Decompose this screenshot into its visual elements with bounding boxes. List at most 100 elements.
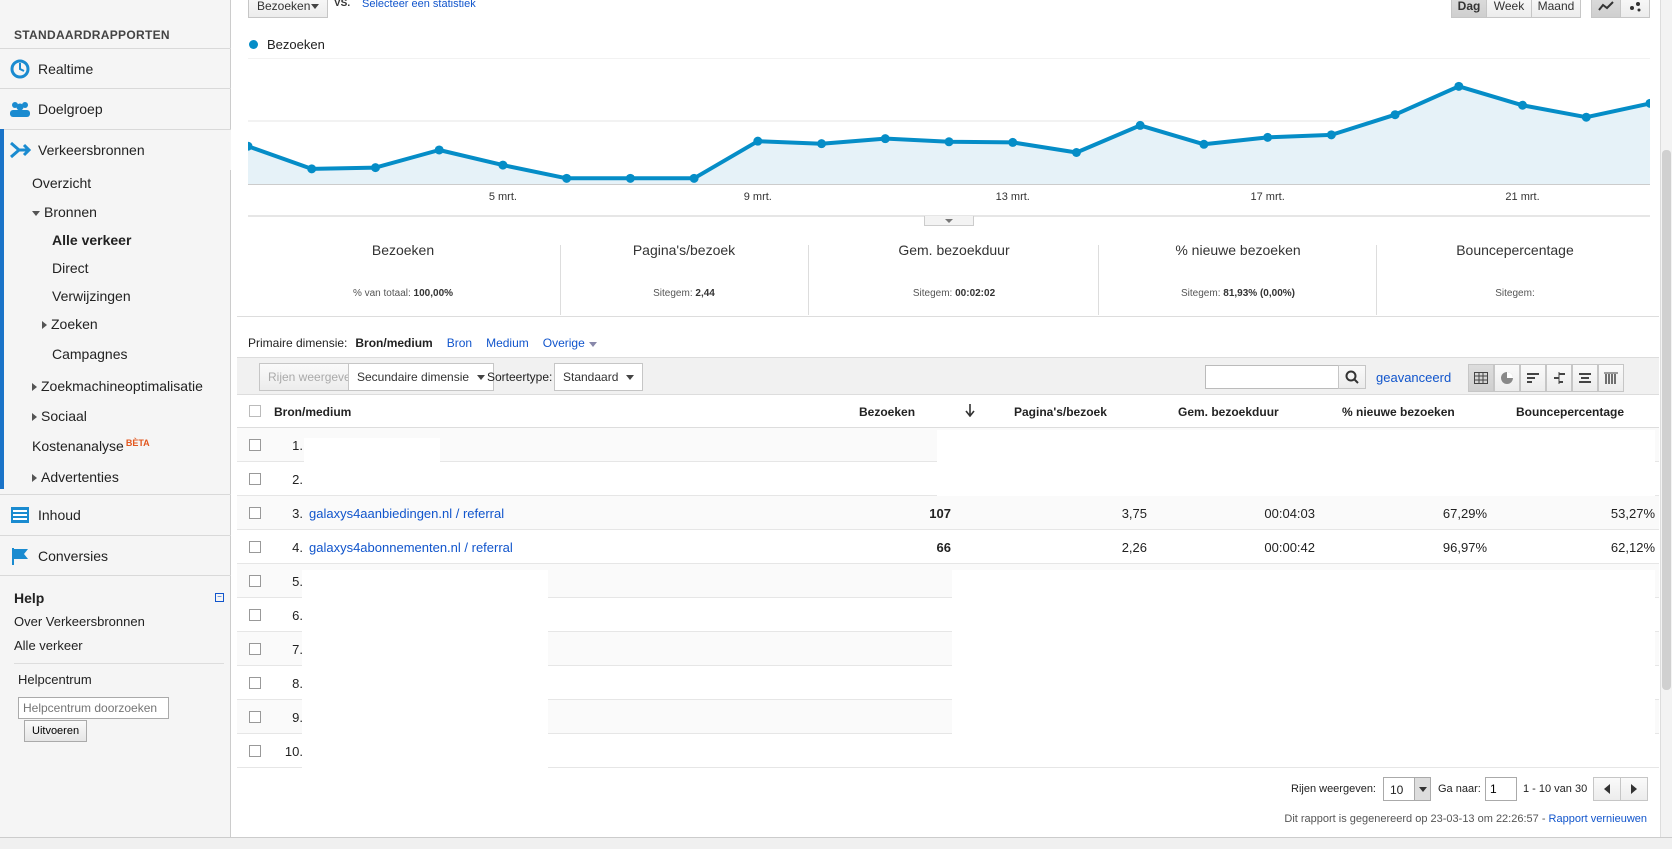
data-point[interactable] bbox=[1263, 132, 1273, 142]
data-point[interactable] bbox=[1008, 137, 1018, 147]
sidebar-item-campagnes[interactable]: Campagnes bbox=[52, 346, 128, 362]
performance-view-button[interactable] bbox=[1520, 364, 1546, 392]
chart-resize-handle[interactable] bbox=[924, 216, 974, 226]
period-month-button[interactable]: Maand bbox=[1531, 0, 1581, 18]
sidebar-item-zoekmachineoptimalisatie[interactable]: Zoekmachineoptimalisatie bbox=[32, 378, 203, 394]
secondary-dimension-select[interactable]: Secundaire dimensie bbox=[348, 363, 495, 391]
header-new-visits[interactable]: % nieuwe bezoeken bbox=[1342, 405, 1455, 419]
sidebar-item-bronnen[interactable]: Bronnen bbox=[32, 204, 97, 220]
sidebar-item-sociaal[interactable]: Sociaal bbox=[32, 408, 87, 424]
sort-desc-icon[interactable] bbox=[965, 404, 975, 420]
line-chart-toggle[interactable] bbox=[1591, 0, 1621, 18]
search-button[interactable] bbox=[1338, 365, 1366, 389]
period-week-button[interactable]: Week bbox=[1486, 0, 1532, 18]
table-row[interactable]: 3. galaxys4aanbiedingen.nl / referral 107 3… bbox=[237, 496, 1659, 530]
row-checkbox[interactable] bbox=[249, 439, 261, 451]
scorecard-avg-duration[interactable]: Gem. bezoekduur Sitegem: 00:02:02 bbox=[810, 242, 1098, 314]
dimension-overige[interactable]: Overige bbox=[543, 336, 597, 350]
sidebar-item-conversies[interactable]: Conversies bbox=[0, 535, 231, 576]
row-checkbox[interactable] bbox=[249, 745, 261, 757]
dimension-medium[interactable]: Medium bbox=[486, 336, 529, 350]
row-source-link[interactable]: galaxys4aanbiedingen.nl / referral bbox=[309, 506, 505, 521]
dimension-bron[interactable]: Bron bbox=[446, 336, 473, 350]
row-checkbox[interactable] bbox=[249, 575, 261, 587]
sidebar-item-direct[interactable]: Direct bbox=[52, 260, 89, 276]
sidebar-item-kostenanalyse[interactable]: Kostenanalyse BÈTA bbox=[32, 438, 150, 454]
row-source-link[interactable]: galaxys4abonnementen.nl / referral bbox=[309, 540, 513, 555]
sidebar-item-inhoud[interactable]: Inhoud bbox=[0, 494, 231, 535]
scrollbar-thumb[interactable] bbox=[1662, 150, 1671, 690]
sidebar-item-realtime[interactable]: Realtime bbox=[0, 48, 231, 89]
help-link-alle-verkeer[interactable]: Alle verkeer bbox=[14, 638, 83, 653]
pivot-view-button[interactable] bbox=[1598, 364, 1624, 392]
sidebar-item-advertenties[interactable]: Advertenties bbox=[32, 469, 119, 485]
pie-view-button[interactable] bbox=[1494, 364, 1520, 392]
header-source-medium[interactable]: Bron/medium bbox=[274, 405, 352, 419]
data-point[interactable] bbox=[753, 136, 763, 146]
sidebar-item-zoeken[interactable]: Zoeken bbox=[42, 316, 98, 332]
motion-chart-toggle[interactable] bbox=[1620, 0, 1650, 18]
period-day-button[interactable]: Dag bbox=[1451, 0, 1487, 18]
next-page-button[interactable] bbox=[1620, 777, 1648, 801]
helpcentrum-link[interactable]: Helpcentrum bbox=[18, 672, 92, 687]
data-point[interactable] bbox=[370, 163, 380, 173]
header-visits[interactable]: Bezoeken bbox=[859, 405, 916, 419]
data-point[interactable] bbox=[434, 145, 444, 155]
advanced-link[interactable]: geavanceerd bbox=[1376, 370, 1452, 385]
row-checkbox[interactable] bbox=[249, 609, 261, 621]
dimension-active[interactable]: Bron/medium bbox=[355, 336, 433, 350]
scorecard-bounce[interactable]: Bouncepercentage Sitegem: bbox=[1378, 242, 1652, 314]
data-point[interactable] bbox=[248, 141, 253, 151]
refresh-report-link[interactable]: Rapport vernieuwen bbox=[1548, 813, 1647, 825]
header-bounce[interactable]: Bouncepercentage bbox=[1516, 405, 1625, 419]
row-checkbox[interactable] bbox=[249, 643, 261, 655]
row-checkbox[interactable] bbox=[249, 473, 261, 485]
header-pages-per-visit[interactable]: Pagina's/bezoek bbox=[1014, 405, 1107, 419]
table-search-input[interactable] bbox=[1205, 365, 1339, 389]
scorecard-new-visits[interactable]: % nieuwe bezoeken Sitegem: 81,93% (0,00%… bbox=[1100, 242, 1376, 314]
sidebar-item-verwijzingen[interactable]: Verwijzingen bbox=[52, 288, 131, 304]
sidebar-item-overzicht[interactable]: Overzicht bbox=[32, 175, 92, 191]
data-point[interactable] bbox=[562, 173, 572, 183]
data-point[interactable] bbox=[498, 160, 508, 170]
select-all-checkbox[interactable] bbox=[249, 405, 261, 417]
table-row[interactable]: 4. galaxys4abonnementen.nl / referral 66 2,… bbox=[237, 530, 1659, 564]
select-stat-link[interactable]: Selecteer een statistiek bbox=[362, 0, 476, 10]
help-search-input[interactable] bbox=[18, 697, 169, 719]
table-view-button[interactable] bbox=[1468, 364, 1494, 392]
data-point[interactable] bbox=[817, 139, 827, 149]
data-point[interactable] bbox=[1518, 100, 1528, 110]
data-point[interactable] bbox=[1390, 110, 1400, 120]
sidebar-item-verkeersbronnen[interactable]: Verkeersbronnen bbox=[0, 129, 231, 170]
data-point[interactable] bbox=[625, 173, 635, 183]
help-run-button[interactable]: Uitvoeren bbox=[24, 720, 88, 742]
data-point[interactable] bbox=[1326, 130, 1336, 140]
data-point[interactable] bbox=[1071, 148, 1081, 157]
timeline-chart[interactable]: 5 mrt. 9 mrt. 13 mrt. 17 mrt. 21 mrt. bbox=[248, 58, 1650, 222]
sidebar-item-alle-verkeer[interactable]: Alle verkeer bbox=[52, 232, 132, 248]
sort-select[interactable]: Standaard bbox=[554, 363, 644, 391]
help-link-over[interactable]: Over Verkeersbronnen bbox=[14, 614, 145, 629]
data-point[interactable] bbox=[880, 134, 890, 144]
scorecard-pages-per-visit[interactable]: Pagina's/bezoek Sitegem: 2,44 bbox=[562, 242, 806, 314]
comparison-view-button[interactable] bbox=[1546, 364, 1572, 392]
row-checkbox[interactable] bbox=[249, 677, 261, 689]
data-point[interactable] bbox=[1135, 120, 1145, 130]
data-point[interactable] bbox=[689, 173, 699, 183]
row-checkbox[interactable] bbox=[249, 507, 261, 519]
data-point[interactable] bbox=[1454, 81, 1464, 91]
row-checkbox[interactable] bbox=[249, 541, 261, 553]
prev-page-button[interactable] bbox=[1593, 777, 1621, 801]
data-point[interactable] bbox=[944, 137, 954, 147]
metric-select[interactable]: Bezoeken bbox=[248, 0, 328, 18]
sidebar-item-doelgroep[interactable]: Doelgroep bbox=[0, 88, 231, 129]
scorecard-visits[interactable]: Bezoeken % van totaal: 100,00% bbox=[248, 242, 558, 314]
header-avg-duration[interactable]: Gem. bezoekduur bbox=[1178, 405, 1279, 419]
row-checkbox[interactable] bbox=[249, 711, 261, 723]
vertical-scrollbar[interactable] bbox=[1660, 0, 1672, 837]
term-cloud-view-button[interactable] bbox=[1572, 364, 1598, 392]
goto-input[interactable] bbox=[1485, 777, 1517, 801]
data-point[interactable] bbox=[1199, 139, 1209, 149]
data-point[interactable] bbox=[1645, 98, 1651, 108]
collapse-icon[interactable]: − bbox=[215, 593, 224, 602]
